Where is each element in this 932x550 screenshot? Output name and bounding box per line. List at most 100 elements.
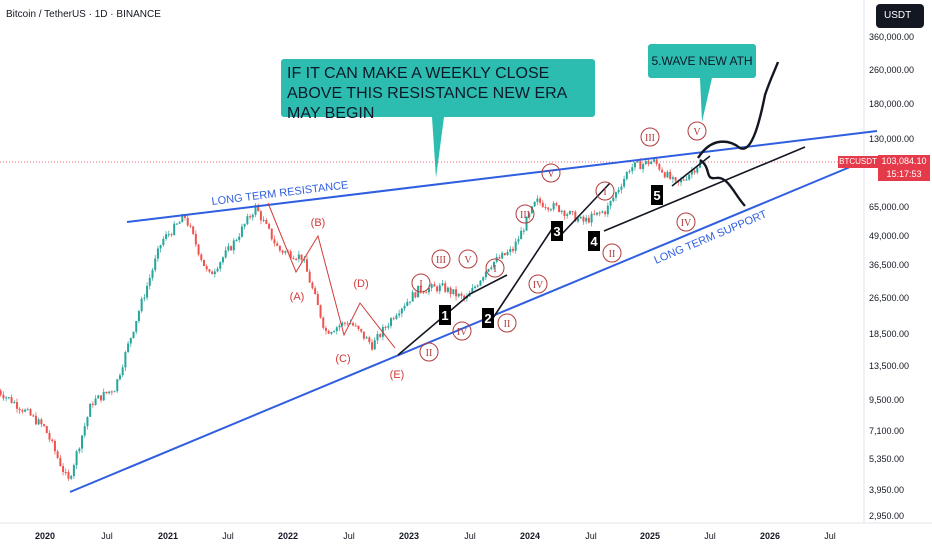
currency-button[interactable]: USDT	[876, 4, 924, 28]
symbol-tag: BTCUSDT	[838, 156, 878, 168]
candle	[276, 241, 279, 247]
candle	[387, 322, 390, 330]
correction-label: (C)	[335, 353, 350, 365]
candle	[455, 286, 458, 301]
candle	[308, 269, 311, 283]
candle	[202, 259, 205, 267]
candle	[490, 265, 493, 271]
candle	[471, 284, 474, 294]
candle	[240, 223, 243, 238]
callout-wave-ath: 5.WAVE NEW ATH	[648, 44, 756, 78]
time-tick-label: 2023	[398, 531, 420, 541]
symbol-title[interactable]: Bitcoin / TetherUS · 1D · BINANCE	[6, 9, 161, 20]
candle	[571, 210, 574, 216]
candle	[501, 250, 504, 260]
candle	[322, 316, 325, 330]
wave-circle: IV	[676, 212, 696, 232]
candle	[211, 270, 214, 275]
candle	[474, 284, 477, 290]
wave-circle: I	[485, 258, 505, 278]
candle	[319, 304, 322, 319]
time-tick-label: Jul	[343, 531, 355, 541]
candle	[67, 469, 70, 481]
price-tick-label: 18,500.00	[869, 329, 910, 339]
candle	[663, 171, 666, 179]
candle	[230, 245, 233, 251]
candle	[536, 195, 539, 206]
wave-roman-label: III	[645, 133, 655, 144]
candle	[116, 378, 119, 393]
candle	[392, 316, 395, 321]
resistance-line	[126, 130, 878, 223]
candle	[511, 246, 514, 254]
price-tick-label: 260,000.00	[869, 65, 915, 75]
candle	[154, 254, 157, 273]
candle	[406, 298, 409, 307]
time-tick-label: Jul	[464, 531, 476, 541]
candle	[379, 332, 382, 339]
candle	[479, 279, 482, 287]
candle	[45, 425, 48, 434]
wave-number-box: 5	[651, 185, 663, 205]
time-tick-label: Jul	[824, 531, 836, 541]
candle	[395, 313, 398, 320]
candle	[696, 167, 699, 175]
candle	[693, 168, 696, 175]
candle	[509, 246, 512, 256]
candle	[609, 200, 612, 210]
candle	[129, 337, 132, 348]
candle	[292, 255, 295, 260]
candle	[34, 412, 37, 426]
candle	[208, 268, 211, 274]
wave-number-box: 4	[588, 231, 600, 251]
candle	[327, 329, 330, 335]
candle	[666, 170, 669, 179]
wave-circle: IV	[528, 274, 548, 294]
wave-roman-label: V	[693, 127, 701, 138]
candle	[669, 168, 672, 181]
wave-circle: III	[640, 127, 660, 147]
wave-roman-label: V	[547, 169, 555, 180]
candle	[78, 447, 81, 454]
wave4-line	[603, 146, 806, 232]
candle	[642, 162, 645, 173]
wave-circle: V	[458, 249, 478, 269]
candle	[197, 243, 200, 257]
candle	[633, 162, 636, 171]
candle	[251, 213, 254, 221]
wave-roman-label: II	[504, 319, 511, 330]
svg-text:1: 1	[441, 308, 448, 323]
candle	[246, 213, 249, 226]
candle	[688, 173, 691, 181]
candle	[549, 208, 552, 212]
price-tick-label: 2,950.00	[869, 511, 905, 521]
candle	[528, 212, 531, 220]
candle	[186, 214, 189, 227]
candle	[533, 201, 536, 207]
candle	[97, 394, 100, 399]
candle	[113, 390, 116, 393]
correction-label: (A)	[290, 291, 305, 303]
candle	[21, 408, 24, 414]
candle	[376, 330, 379, 345]
candle	[268, 222, 271, 230]
candle	[243, 223, 246, 230]
candle	[658, 163, 661, 172]
callout-wave-pointer	[700, 78, 712, 122]
price-tick-label: 360,000.00	[869, 32, 915, 42]
candle	[457, 292, 460, 298]
candle	[314, 285, 317, 295]
candle	[48, 430, 51, 443]
candle	[558, 204, 561, 213]
candle	[671, 175, 674, 183]
candle	[517, 235, 520, 245]
candles-layer	[0, 156, 701, 481]
candle	[127, 340, 130, 354]
wave-circle: II	[419, 342, 439, 362]
candle	[452, 289, 455, 296]
candle	[566, 212, 569, 219]
candle	[430, 283, 433, 292]
candle	[5, 396, 8, 402]
candle	[384, 325, 387, 331]
candle	[0, 388, 2, 397]
